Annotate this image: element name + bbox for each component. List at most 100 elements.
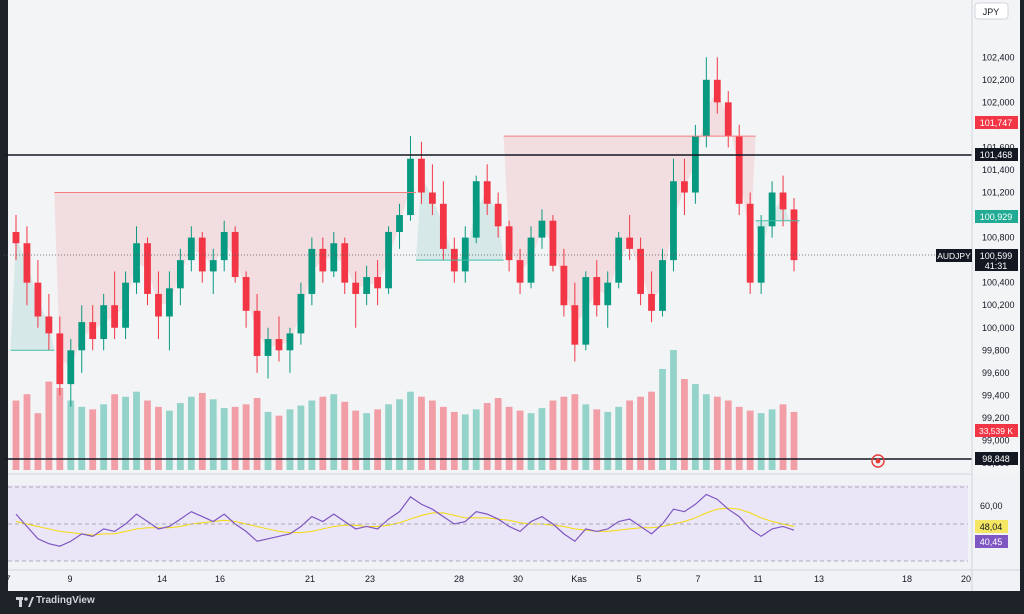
candle-up <box>122 282 129 328</box>
support-badge: 98,848 <box>975 452 1018 465</box>
volume-bar <box>593 409 601 470</box>
volume-bar <box>264 411 272 470</box>
candle-up <box>363 277 371 294</box>
candle-up <box>176 260 184 289</box>
st-upper-badge: 101,747 <box>975 116 1018 129</box>
resistance-badge: 101,468 <box>975 148 1018 161</box>
candle-up <box>187 237 195 261</box>
rsi-ma-badge: 48,04 <box>975 520 1008 533</box>
candle-up <box>582 277 590 345</box>
y-tick-label: 102,200 <box>982 75 1015 85</box>
x-tick-label: 30 <box>513 574 523 584</box>
volume-bar <box>626 400 634 470</box>
rsi-background <box>8 485 968 561</box>
volume-bar <box>111 394 119 470</box>
volume-bar <box>571 394 579 470</box>
y-tick-label: 100,400 <box>982 278 1015 288</box>
countdown-value: 41:31 <box>985 261 1008 271</box>
x-tick-label: 13 <box>814 574 824 584</box>
y-tick-label: 100,000 <box>982 323 1015 333</box>
footer-bar: TradingView <box>8 591 1024 614</box>
volume-bar <box>681 379 688 470</box>
candle-up <box>757 226 765 283</box>
candle-down <box>231 231 239 278</box>
volume-bar <box>549 400 557 470</box>
candle-up <box>330 243 338 272</box>
volume-bar <box>341 401 349 470</box>
chart-frame: 102,400102,200102,000101,800101,600101,4… <box>4 0 1024 614</box>
volume-value: 33,539 K <box>979 426 1013 436</box>
volume-bar <box>461 414 469 470</box>
volume-bar <box>122 396 129 470</box>
volume-bar <box>637 396 644 470</box>
candle-up <box>220 231 228 261</box>
candle-down <box>23 243 31 283</box>
candle-up <box>286 333 294 351</box>
candle-up <box>209 260 217 272</box>
x-tick-label: 16 <box>215 574 225 584</box>
volume-bar <box>275 415 283 470</box>
last-price-value: 100,599 <box>980 251 1013 261</box>
volume-bar <box>187 396 195 470</box>
candle-down <box>12 231 20 244</box>
rsi-value-badge: 40,45 <box>975 535 1008 548</box>
volume-bar <box>439 406 447 470</box>
volume-bar <box>242 404 250 470</box>
currency-badge[interactable]: JPY <box>974 2 1009 20</box>
volume-bar <box>746 410 754 470</box>
y-tick-label: 101,200 <box>982 188 1015 198</box>
candle-down <box>352 282 360 294</box>
candle-up <box>670 181 677 261</box>
candle-up <box>396 215 403 232</box>
candle-down <box>593 277 601 306</box>
candle-down <box>746 203 754 283</box>
candle-up <box>67 350 75 385</box>
candle-up <box>702 79 710 137</box>
volume-bar <box>319 396 327 470</box>
volume-bar <box>12 400 20 470</box>
tradingview-logo-icon[interactable] <box>16 596 34 608</box>
st-upper-value: 101,747 <box>980 118 1013 128</box>
x-tick-label: 23 <box>365 574 375 584</box>
volume-bar <box>209 399 217 470</box>
volume-bar <box>330 394 338 470</box>
candle-down <box>713 79 721 103</box>
volume-bar <box>220 408 228 470</box>
candles <box>12 57 798 407</box>
y-tick-label: 99,800 <box>982 345 1010 355</box>
rsi-pane <box>15 493 795 547</box>
volume-bar <box>604 411 612 470</box>
candle-up <box>166 288 173 317</box>
candle-down <box>483 181 491 204</box>
price-chart[interactable]: 102,400102,200102,000101,800101,600101,4… <box>4 0 1020 591</box>
volume-bar <box>582 404 590 470</box>
candle-down <box>45 316 53 334</box>
support-value: 98,848 <box>982 454 1010 464</box>
x-tick-label: 7 <box>5 574 10 584</box>
candle-down <box>505 226 513 261</box>
time-axis[interactable]: 7 9 14 16 21 23 28 30 Kas 5 7 11 13 18 20 <box>5 574 971 584</box>
candle-down <box>198 237 206 272</box>
price-pane <box>8 0 1020 474</box>
candle-down <box>374 277 382 289</box>
volume-bar <box>757 413 765 470</box>
volume-bar <box>538 408 546 470</box>
candle-down <box>516 260 524 283</box>
supertrend-lines <box>10 135 800 351</box>
alert-icon[interactable] <box>871 454 885 468</box>
candle-down <box>494 203 502 227</box>
candle-down <box>790 209 798 261</box>
y-tick-label: 102,400 <box>982 52 1015 62</box>
candle-up <box>472 181 480 238</box>
volume-bar <box>691 384 699 470</box>
volume-bar <box>374 409 382 470</box>
brand-name: TradingView <box>36 595 95 606</box>
y-tick-label: 100,800 <box>982 233 1015 243</box>
y-tick-label: 99,200 <box>982 413 1010 423</box>
st-lower-badge: 100,929 <box>975 210 1018 223</box>
rsi-value: 40,45 <box>980 537 1003 547</box>
candle-down <box>34 282 42 317</box>
candle-down <box>549 220 557 266</box>
volume-bar <box>363 413 371 470</box>
supertrend-upper-fill <box>54 186 416 368</box>
